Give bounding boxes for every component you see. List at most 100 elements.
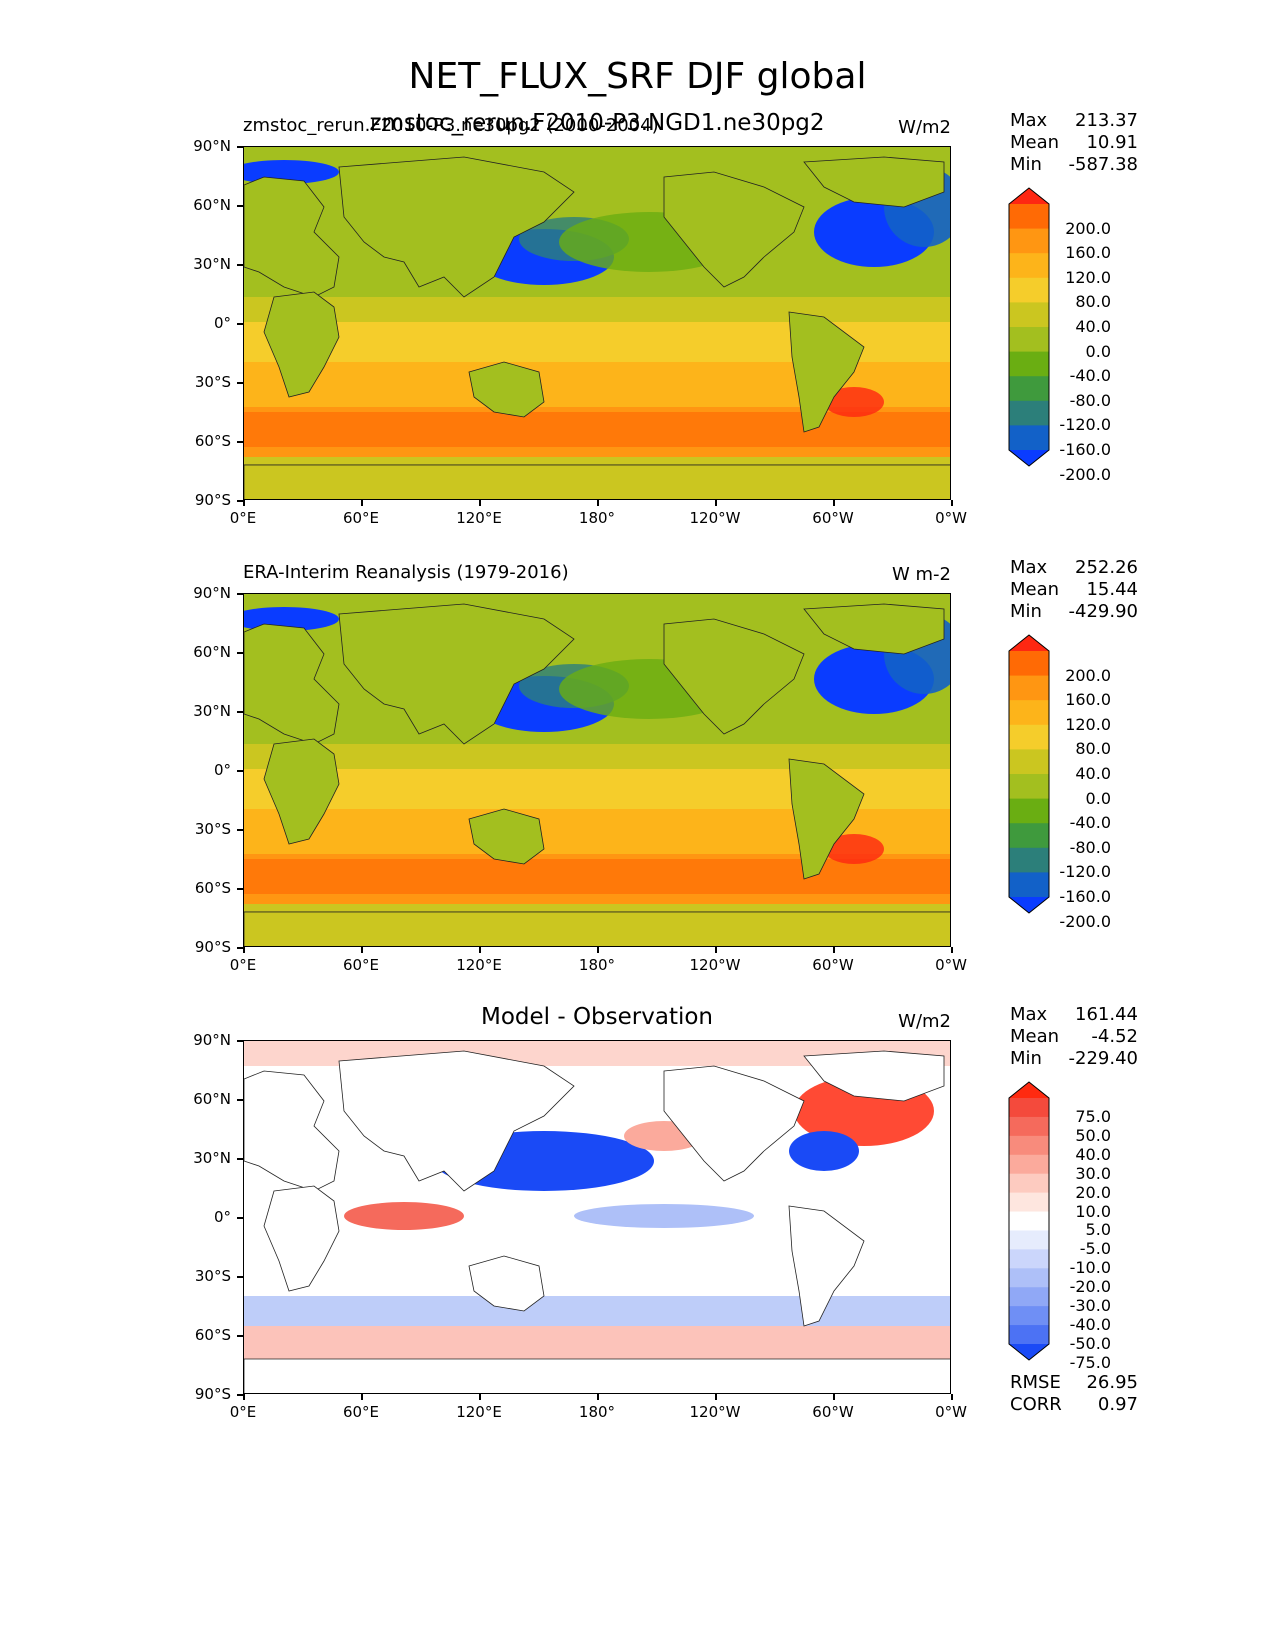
panel-units: W/m2 [898,117,951,138]
colorbar-label: 10.0 [1075,1201,1111,1221]
colorbar-segment [1009,1098,1049,1118]
longitude-tick-label: 60°W [812,509,854,527]
longitude-tick-mark [833,947,835,953]
map-panel [243,593,951,947]
colorbar-bottom-arrow [1009,897,1049,913]
colorbar-segment [1009,376,1049,402]
longitude-tick-label: 0°E [229,1403,257,1421]
longitude-tick-label: 60°W [812,956,854,974]
stat-label: Min [1010,1048,1042,1069]
coastline [663,171,805,288]
latitude-tick-mark [237,382,243,384]
colorbar-label: -75.0 [1069,1352,1111,1372]
colorbar-top-arrow [1009,635,1049,651]
latitude-tick-label: 60°S [194,879,231,897]
field-blob [574,1204,754,1228]
coastline [244,176,340,298]
panel-center-title: zmstoc_rerun.F2010-P3.NGD1.ne30pg2 [369,110,825,136]
latitude-tick-label: 60°S [194,432,231,450]
longitude-tick-mark [597,947,599,953]
colorbar-segment [1009,351,1049,377]
colorbar-segment [1009,1287,1049,1307]
stat-value: 15.44 [1086,579,1138,600]
stat-label: Max [1010,1004,1048,1025]
stat-row: Min -429.90 [1010,601,1138,623]
coastline [244,464,950,499]
latitude-tick-label: 90°N [193,137,231,155]
colorbar-segment [1009,277,1049,303]
colorbar-segment [1009,228,1049,254]
stat-value: 26.95 [1086,1372,1138,1393]
colorbar-label: 160.0 [1065,243,1111,263]
longitude-tick-mark [243,500,245,506]
latitude-tick-label: 60°S [194,1326,231,1344]
colorbar-top-arrow [1009,1082,1049,1098]
stat-row: Min -587.38 [1010,154,1138,176]
latitude-tick-mark [237,1158,243,1160]
coastline [663,1065,805,1182]
stats-block: Max 252.26 Mean 15.44 Min -429.90 [1010,557,1138,623]
colorbar-segment [1009,1325,1049,1345]
field-band [244,297,950,322]
stat-label: RMSE [1010,1372,1061,1393]
latitude-tick-mark [237,1217,243,1219]
coastline [338,1050,575,1192]
latitude-tick-label: 0° [213,314,231,332]
stat-label: Min [1010,154,1042,175]
colorbar-label: -160.0 [1059,887,1111,906]
coastline [803,156,945,208]
colorbar-top-arrow [1009,188,1049,204]
stat-value: -229.40 [1068,1048,1138,1069]
field-blob [824,387,884,417]
stat-label: Min [1010,601,1042,622]
colorbar-label: 80.0 [1075,292,1111,312]
stat-label: CORR [1010,1394,1062,1415]
colorbar-outline [1008,1081,1050,1361]
latitude-tick-label: 90°N [193,584,231,602]
field-band [244,1326,950,1361]
colorbar [1008,1081,1050,1361]
colorbar-label: 0.0 [1085,788,1111,808]
colorbar-segment [1009,700,1049,726]
latitude-tick-label: 30°N [193,1149,231,1167]
colorbar-label: 5.0 [1085,1220,1111,1240]
latitude-tick-mark [237,205,243,207]
coastline [788,758,865,880]
longitude-tick-label: 0°W [935,1403,967,1421]
colorbar-outline [1008,187,1050,467]
coastline [803,1050,945,1102]
latitude-tick-mark [237,1276,243,1278]
stats-block: Max 161.44 Mean -4.52 Min -229.40 [1010,1004,1138,1070]
colorbar-label: 40.0 [1075,764,1111,783]
longitude-tick-mark [715,1394,717,1400]
colorbar-label: 20.0 [1075,1182,1111,1202]
latitude-tick-label: 30°N [193,255,231,273]
colorbar-bottom-arrow [1009,450,1049,466]
colorbar-segment [1009,749,1049,775]
latitude-tick-mark [237,441,243,443]
longitude-tick-label: 180° [578,509,616,527]
colorbar-label: 160.0 [1065,690,1111,710]
longitude-tick-mark [479,947,481,953]
field-band [244,412,950,447]
map-field [244,1041,950,1393]
latitude-tick-mark [237,652,243,654]
coastline [468,361,545,418]
colorbar [1008,634,1050,914]
stat-value: 0.97 [1097,1394,1138,1415]
longitude-tick-label: 120°W [689,956,741,974]
longitude-tick-mark [597,1394,599,1400]
latitude-tick-mark [237,323,243,325]
longitude-tick-mark [597,500,599,506]
map-field [244,147,950,499]
coastline [244,911,950,946]
colorbar-label: 30.0 [1075,1163,1111,1183]
stat-row: Mean 15.44 [1010,579,1138,601]
coastline [788,311,865,433]
colorbar-segment [1009,1230,1049,1250]
colorbar-segment [1009,651,1049,677]
panel-units: W/m2 [898,1011,951,1032]
stat-row: Max 161.44 [1010,1004,1138,1026]
longitude-tick-mark [715,947,717,953]
colorbar-label: 200.0 [1065,665,1111,685]
